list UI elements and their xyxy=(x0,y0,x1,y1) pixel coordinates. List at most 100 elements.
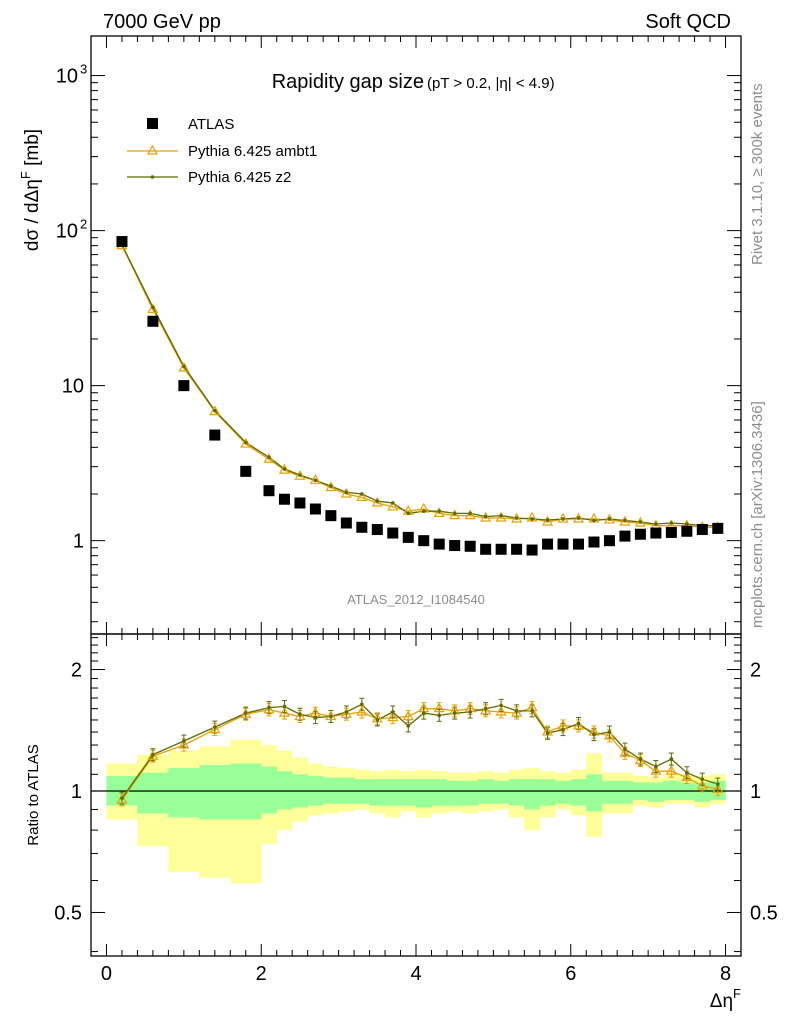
z2-point xyxy=(375,499,380,503)
ambt1-ratio-point xyxy=(178,738,190,749)
legend-marker-z2 xyxy=(150,175,155,179)
z2-ratio-point xyxy=(282,704,287,709)
z2-ratio-point xyxy=(545,731,550,736)
stat-uncertainty-band xyxy=(168,768,200,818)
z2-ratio-point xyxy=(623,747,627,751)
z2-point xyxy=(282,467,287,471)
ambt1-ratio-point xyxy=(371,712,383,723)
ambt1-ratio-point xyxy=(480,704,492,715)
z2-ratio-point xyxy=(530,709,534,713)
z2-point xyxy=(514,516,519,520)
z2-ratio-point xyxy=(329,714,333,719)
x-tick-label: 2 xyxy=(256,963,267,985)
atlas-point xyxy=(263,485,275,497)
atlas-point xyxy=(542,538,554,550)
mcplots-label: mcplots.cern.ch [arXiv:1306.3436] xyxy=(749,401,766,628)
y-tick-label: 10 xyxy=(56,221,78,243)
ambt1-ratio-point xyxy=(572,719,585,730)
ratio-y-tick-label-right: 1 xyxy=(750,781,761,803)
ambt1-ratio-point xyxy=(511,706,523,717)
z2-ratio-point xyxy=(437,713,442,718)
z2-point xyxy=(654,522,658,526)
ambt1-point xyxy=(325,481,337,492)
atlas-point xyxy=(402,531,414,543)
main-plot-marks xyxy=(116,236,724,556)
atlas-point xyxy=(573,538,584,550)
stat-uncertainty-band xyxy=(524,779,541,810)
y-tick-label: 1 xyxy=(73,531,84,553)
z2-ratio-point xyxy=(452,711,457,715)
ambt1-ratio-point xyxy=(325,710,337,721)
atlas-point xyxy=(371,524,383,536)
ambt1-point xyxy=(387,500,399,511)
z2-point xyxy=(576,516,581,520)
atlas-point xyxy=(495,543,507,555)
ratio-panel: 0 2 4 6 8 0.5 0.5 1 1 2 2 Ratio to ATLAS ΔηF xyxy=(25,633,778,1012)
z2-point xyxy=(545,518,550,522)
ratio-y-tick-label: 0.5 xyxy=(54,902,82,924)
rivet-label: Rivet 3.1.10, ≥ 300k events xyxy=(749,83,766,265)
z2-point xyxy=(638,520,643,524)
z2-point xyxy=(267,455,271,460)
atlas-point xyxy=(557,538,569,550)
xlabel-main: Δη xyxy=(710,991,733,1012)
atlas-point xyxy=(418,535,430,547)
z2-point xyxy=(329,484,333,488)
ambt1-point xyxy=(480,511,492,522)
z2-point xyxy=(298,473,302,477)
chart-title-suffix: (pT > 0.2, |η| < 4.9) xyxy=(427,75,555,92)
stat-uncertainty-band xyxy=(199,765,231,820)
ambt1-point xyxy=(511,512,523,523)
stat-uncertainty-band xyxy=(431,779,448,806)
header-right: Soft QCD xyxy=(645,11,731,33)
ambt1-ratio-point xyxy=(619,747,631,757)
stat-uncertainty-band xyxy=(462,780,479,806)
ambt1-point xyxy=(526,511,538,522)
legend-label-ambt1: Pythia 6.425 ambt1 xyxy=(188,143,317,160)
atlas-point xyxy=(387,527,399,539)
stat-uncertainty-band xyxy=(663,780,680,800)
stat-uncertainty-band xyxy=(493,780,510,804)
ambt1-point xyxy=(356,491,368,502)
ambt1-ratio-point xyxy=(356,705,368,716)
z2-point xyxy=(406,511,411,516)
z2-ratio-point xyxy=(182,739,186,743)
y-tick-label: 10 xyxy=(56,66,78,88)
ambt1-ratio-point xyxy=(209,723,221,734)
y-tick-label: 10 xyxy=(62,376,84,398)
z2-ratio-point xyxy=(213,725,217,729)
legend: ATLAS Pythia 6.425 ambt1 Pythia 6.425 z2 xyxy=(127,116,317,186)
z2-ratio-point xyxy=(243,711,248,715)
z2-ratio-point xyxy=(654,764,658,769)
z2-point xyxy=(669,521,674,525)
atlas-point xyxy=(619,530,631,542)
ratio-ylabel: Ratio to ATLAS xyxy=(25,744,42,845)
legend-label-atlas: ATLAS xyxy=(188,116,234,133)
stat-uncertainty-band xyxy=(385,779,401,806)
z2-ratio-point xyxy=(700,777,705,781)
ambt1-ratio-point xyxy=(147,749,159,760)
analysis-watermark: ATLAS_2012_I1084540 xyxy=(347,592,485,607)
ambt1-ratio-point xyxy=(278,706,290,717)
stat-uncertainty-band xyxy=(555,780,572,804)
stat-uncertainty-band xyxy=(648,782,664,802)
ratio-y-tick-label-right: 0.5 xyxy=(750,902,778,924)
main-ylabel-sup: F xyxy=(18,171,33,179)
ambt1-point xyxy=(240,437,252,448)
ambt1-point xyxy=(209,405,221,416)
ambt1-point xyxy=(340,487,352,498)
ambt1-point xyxy=(449,509,461,520)
ambt1-ratio-point xyxy=(681,771,693,782)
header-left: 7000 GeV pp xyxy=(103,11,221,33)
atlas-point xyxy=(294,497,306,509)
z2-point xyxy=(437,509,442,513)
ambt1-point xyxy=(464,509,476,520)
ambt1-ratio-point xyxy=(650,764,662,775)
ambt1-ratio-point xyxy=(696,779,708,790)
chart-title: Rapidity gap size xyxy=(272,71,424,93)
ambt1-point xyxy=(572,512,585,523)
x-tick-label: 6 xyxy=(565,963,576,985)
stat-uncertainty-band xyxy=(601,780,618,804)
